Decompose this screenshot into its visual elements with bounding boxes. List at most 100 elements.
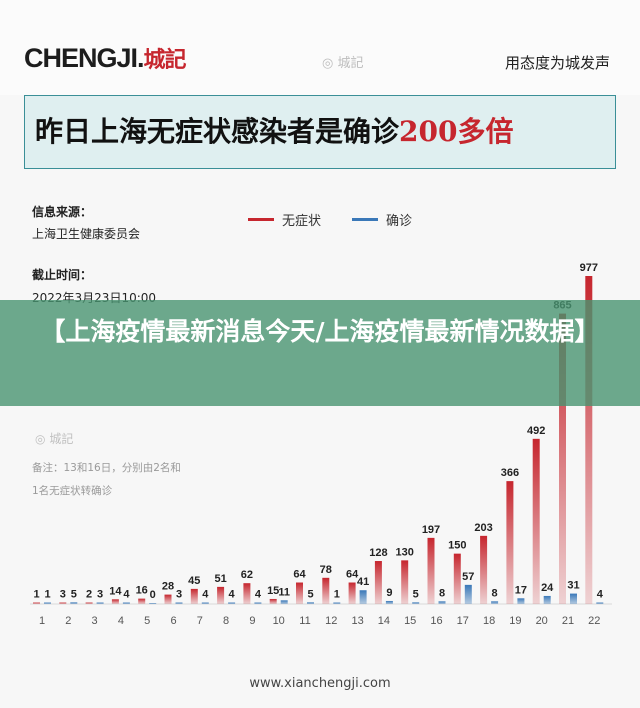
data-label-asymptomatic: 14	[109, 585, 122, 597]
data-label-confirmed: 9	[386, 587, 392, 599]
bar-asymptomatic	[374, 561, 382, 604]
x-tick-label: 20	[536, 615, 548, 627]
x-tick-label: 13	[351, 615, 363, 627]
data-label-asymptomatic: 64	[293, 569, 306, 581]
legend-label-asymptomatic: 无症状	[282, 214, 322, 229]
data-label-confirmed: 4	[229, 589, 236, 601]
data-label-asymptomatic: 45	[188, 575, 200, 587]
bar-asymptomatic	[559, 313, 566, 604]
article-title: 【上海疫情最新消息今天/上海疫情最新情况数据】	[40, 317, 600, 346]
data-label-confirmed: 5	[307, 588, 313, 600]
bar-confirmed	[385, 600, 393, 604]
x-tick-label: 15	[404, 615, 416, 627]
x-tick-label: 10	[273, 615, 285, 627]
x-tick-label: 14	[378, 615, 390, 627]
slogan: 用态度为城发声	[504, 54, 610, 72]
bar-confirmed	[254, 602, 262, 604]
x-tick-label: 22	[588, 615, 600, 627]
data-label-confirmed: 5	[71, 588, 77, 600]
bar-asymptomatic	[59, 602, 67, 604]
source-value: 上海卫生健康委员会	[32, 227, 141, 241]
x-tick-label: 16	[430, 615, 442, 627]
x-tick-label: 4	[118, 615, 124, 627]
article-title-banner[interactable]: 【上海疫情最新消息今天/上海疫情最新情况数据】	[0, 300, 640, 406]
time-label: 截止时间：	[32, 268, 93, 282]
watermark-middle: ◎ 城記	[35, 430, 73, 447]
data-label-confirmed: 8	[439, 587, 445, 599]
logo-cn-text: 城記	[143, 47, 187, 72]
x-tick-label: 9	[249, 615, 255, 627]
data-label-confirmed: 0	[150, 589, 156, 601]
bar-confirmed	[333, 602, 341, 604]
bar-confirmed	[96, 602, 104, 604]
data-label-asymptomatic: 150	[448, 540, 466, 552]
data-label-asymptomatic: 977	[580, 262, 598, 274]
x-tick-label: 8	[223, 615, 229, 627]
data-label-asymptomatic: 51	[214, 573, 226, 585]
watermark-logo-icon: ◎	[322, 56, 334, 71]
bar-asymptomatic	[33, 602, 40, 604]
note-line-1: 备注：13和16日，分别由2名和	[32, 462, 181, 474]
data-label-confirmed: 4	[202, 589, 209, 601]
footer-url[interactable]: www.xianchengji.com	[249, 676, 391, 691]
headline: 昨日上海无症状感染者是确诊200多倍	[35, 110, 513, 150]
bar-confirmed	[517, 598, 525, 604]
data-label-asymptomatic: 2	[86, 589, 92, 601]
data-label-asymptomatic: 28	[162, 581, 174, 593]
data-label-asymptomatic: 197	[422, 524, 440, 536]
bar-asymptomatic	[532, 438, 540, 604]
x-tick-label: 2	[65, 615, 71, 627]
header: CHENGJI.城記 ◎ 城記 用态度为城发声	[0, 0, 640, 95]
bar-asymptomatic	[243, 583, 251, 604]
bar-asymptomatic	[585, 276, 593, 604]
x-tick-label: 21	[562, 615, 574, 627]
bar-asymptomatic	[190, 588, 198, 604]
watermark-mid-text: 城記	[49, 432, 74, 446]
bar-asymptomatic	[427, 537, 435, 604]
bar-asymptomatic	[453, 553, 461, 604]
x-tick-label: 6	[170, 615, 176, 627]
brand-logo[interactable]: CHENGJI.城記	[24, 42, 187, 74]
watermark-top: ◎ 城記	[322, 52, 364, 71]
data-label-asymptomatic: 16	[136, 585, 148, 597]
x-tick-label: 5	[144, 615, 150, 627]
data-label-asymptomatic: 1	[33, 589, 39, 601]
x-tick-label: 3	[92, 615, 98, 627]
bar-asymptomatic	[111, 599, 119, 604]
data-label-confirmed: 24	[541, 582, 554, 594]
bar-asymptomatic	[269, 598, 277, 604]
x-tick-label: 7	[197, 615, 203, 627]
legend-item-confirmed: 确诊	[352, 210, 412, 229]
logo-text: CHENGJI.	[24, 43, 145, 73]
data-label-asymptomatic: 492	[527, 425, 545, 437]
data-label-asymptomatic: 128	[369, 547, 387, 559]
x-tick-label: 11	[299, 615, 310, 627]
bar-asymptomatic	[480, 535, 488, 604]
bar-asymptomatic	[322, 577, 330, 604]
data-label-confirmed: 4	[597, 589, 604, 601]
title-band: 昨日上海无症状感染者是确诊200多倍	[24, 95, 616, 169]
note-line-2: 1名无症状转确诊	[32, 485, 113, 497]
bar-confirmed	[464, 584, 472, 604]
bar-confirmed	[228, 602, 236, 604]
x-tick-label: 17	[457, 615, 469, 627]
bar-confirmed	[70, 602, 78, 604]
bar-confirmed	[543, 595, 551, 604]
data-label-asymptomatic: 366	[501, 467, 519, 479]
data-label-asymptomatic: 78	[320, 564, 332, 576]
x-tick-label: 19	[509, 615, 521, 627]
legend-swatch-asymptomatic	[248, 218, 274, 221]
data-label-confirmed: 4	[123, 589, 130, 601]
data-label-confirmed: 1	[44, 589, 50, 601]
bar-confirmed	[175, 602, 183, 604]
bar-asymptomatic	[296, 582, 303, 604]
watermark-mid-icon: ◎	[35, 432, 46, 446]
data-label-asymptomatic: 3	[60, 589, 66, 601]
bar-asymptomatic	[348, 582, 356, 604]
watermark-text: 城記	[337, 56, 364, 71]
data-label-confirmed: 1	[334, 589, 340, 601]
legend-label-confirmed: 确诊	[386, 214, 413, 229]
data-label-asymptomatic: 203	[474, 522, 492, 534]
